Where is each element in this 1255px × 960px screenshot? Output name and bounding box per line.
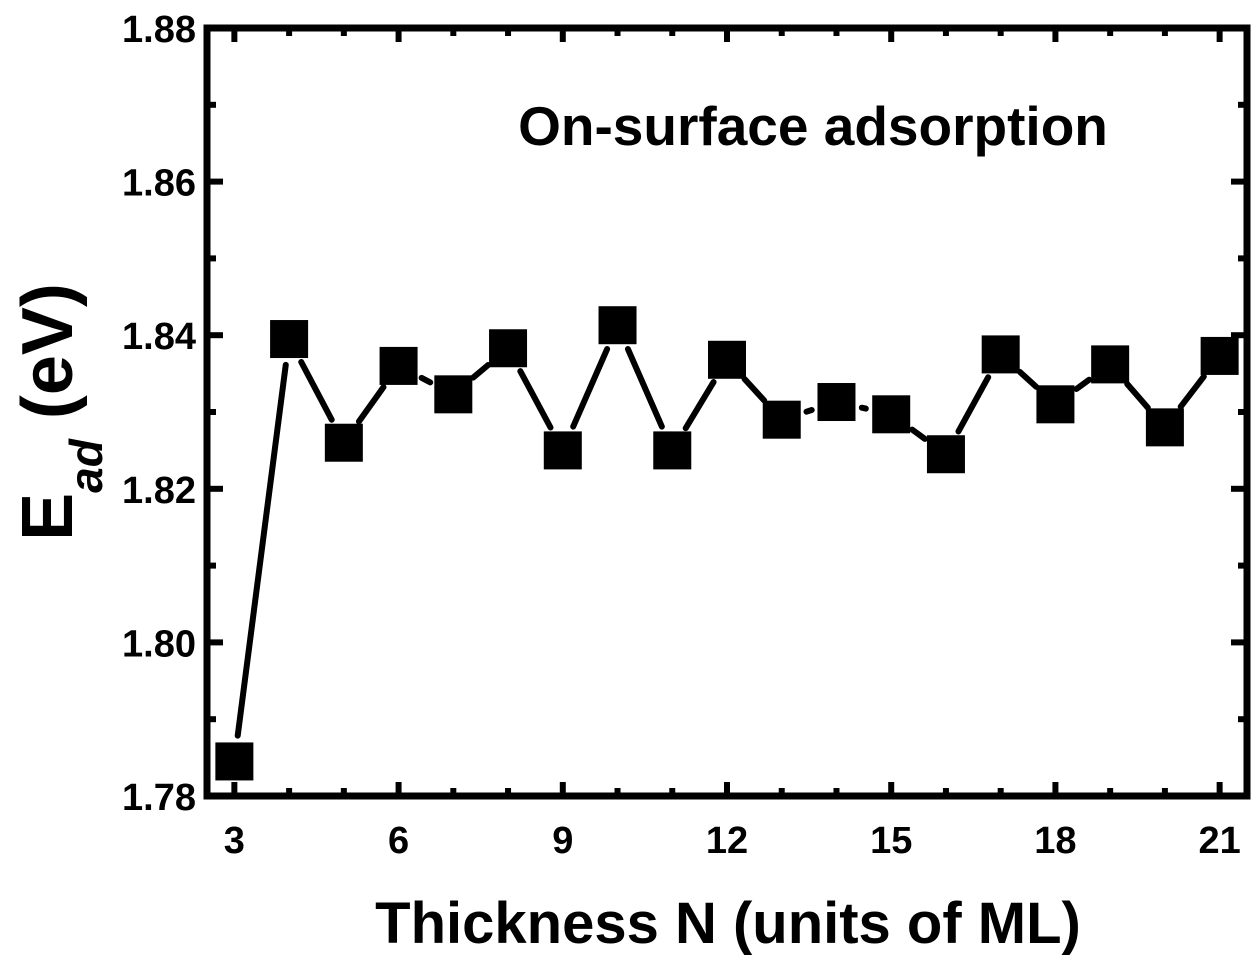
x-tick-label: 12: [706, 820, 748, 862]
y-tick-label: 1.86: [122, 163, 196, 205]
data-point-marker: [379, 346, 418, 385]
data-point-marker: [270, 320, 309, 359]
series-line-segment: [517, 368, 554, 431]
x-tick-label: 6: [388, 820, 409, 862]
y-tick-label: 1.80: [122, 623, 196, 665]
series-line-segment: [298, 359, 335, 423]
data-point-marker: [215, 742, 254, 781]
series-line-segment: [1016, 368, 1040, 390]
x-tick-label: 3: [224, 820, 245, 862]
data-point-marker: [817, 383, 856, 422]
y-tick-label: 1.88: [122, 9, 196, 51]
series-line-segment: [624, 346, 665, 430]
data-point-marker: [434, 375, 473, 414]
x-axis-label: Thickness N (units of ML): [375, 891, 1081, 956]
y-axis-label-main: E: [8, 493, 88, 541]
series-line-segment: [1177, 373, 1207, 410]
chart-annotation: On-surface adsorption: [518, 95, 1108, 157]
data-point-marker: [324, 423, 363, 462]
data-point-marker: [872, 395, 911, 434]
data-point-marker: [1036, 385, 1075, 424]
data-point-marker: [653, 431, 692, 470]
series-line-segment: [741, 375, 768, 404]
x-tick-label: 15: [870, 820, 912, 862]
y-tick-label: 1.84: [122, 316, 196, 358]
x-tick-label: 9: [552, 820, 573, 862]
axis-ticks: 3 6 9 12 15 18 21 1.78 1.80 1.82 1.84 1.86 1.88: [122, 9, 1251, 862]
data-point-marker: [926, 435, 965, 474]
series-line-segment: [570, 346, 611, 430]
y-axis-label-subscript: ad: [60, 438, 112, 493]
series-line-segment: [955, 374, 992, 435]
data-point-marker: [1145, 408, 1184, 447]
series-line-segment: [1073, 376, 1093, 392]
data-point-marker: [708, 340, 746, 379]
series-line-segment: [234, 361, 289, 739]
series-line-segment: [1124, 381, 1151, 411]
y-tick-label: 1.78: [122, 777, 196, 819]
series-line-segment: [470, 362, 492, 381]
y-axis-label: Ead (eV): [8, 283, 112, 541]
data-point-marker: [1200, 336, 1239, 375]
data-point-marker: [598, 306, 637, 345]
series-line-segment: [803, 407, 815, 415]
y-axis-label-unit: (eV): [8, 283, 88, 439]
x-tick-label: 21: [1198, 820, 1240, 862]
series-line-segment: [909, 426, 928, 442]
y-tick-label: 1.82: [122, 470, 196, 512]
data-point-marker: [489, 329, 528, 368]
series-line-segment: [355, 384, 387, 425]
series-line-segment: [682, 379, 717, 432]
x-tick-label: 18: [1034, 820, 1076, 862]
series-line-segment: [858, 404, 869, 412]
data-point-marker: [762, 400, 801, 439]
data-point-marker: [981, 335, 1020, 374]
plot-area: [215, 306, 1239, 781]
series-line-segment: [418, 374, 434, 386]
data-point-marker: [1091, 345, 1130, 384]
data-point-marker: [543, 431, 582, 470]
